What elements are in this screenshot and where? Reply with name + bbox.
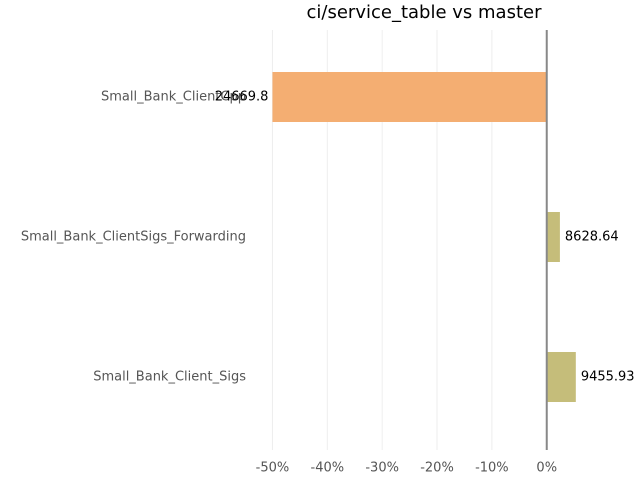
- bar: [272, 72, 547, 122]
- bar-annotation: 9455.93: [581, 370, 635, 385]
- x-tick-label: -20%: [420, 461, 454, 476]
- y-tick-label: Small_Bank_Client_Sigs: [93, 370, 246, 385]
- x-tick-label: -10%: [475, 461, 509, 476]
- bar-annotation: 24669.8: [215, 90, 269, 105]
- bar: [546, 212, 560, 262]
- x-tick-label: -30%: [365, 461, 399, 476]
- bar: [546, 352, 576, 402]
- x-tick-label: -40%: [311, 461, 345, 476]
- y-tick-label: Small_Bank_ClientCpp: [101, 90, 246, 105]
- x-tick-label: 0%: [536, 461, 557, 476]
- bar-annotation: 8628.64: [565, 230, 619, 245]
- y-tick-label: Small_Bank_ClientSigs_Forwarding: [21, 230, 246, 245]
- chart-title: ci/service_table vs master: [307, 2, 543, 23]
- x-tick-label: -50%: [256, 461, 290, 476]
